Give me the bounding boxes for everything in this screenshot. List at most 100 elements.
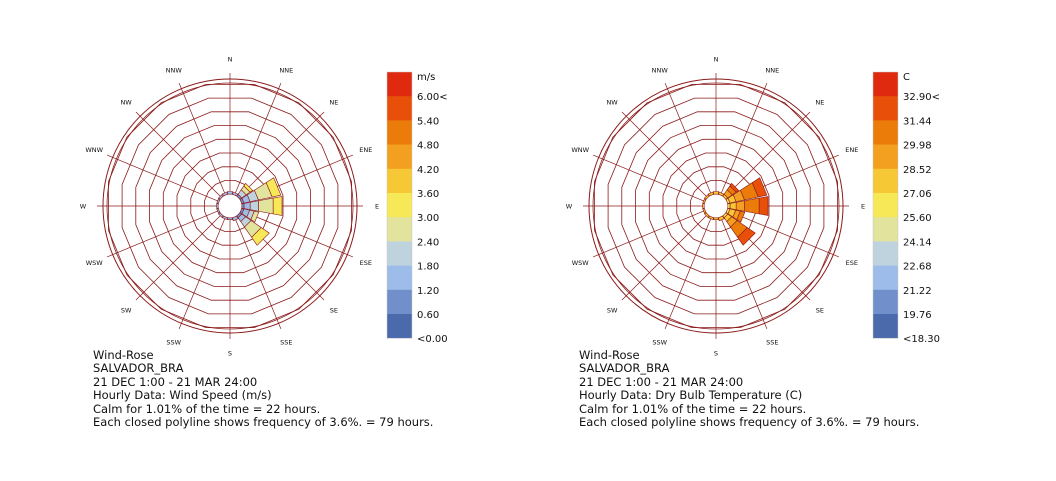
spoke-ne <box>724 111 811 198</box>
legend-swatch <box>387 144 412 170</box>
frequency-ring <box>149 125 311 287</box>
bar-segment-e <box>243 201 251 211</box>
direction-label-wsw: WSW <box>572 259 590 267</box>
spoke-nne <box>234 82 282 196</box>
direction-label-s: S <box>228 350 232 358</box>
legend-label: <0.00 <box>417 334 448 345</box>
wind-rose-bars <box>216 177 283 246</box>
legend-label: 25.60 <box>903 213 932 224</box>
spoke-ese <box>726 210 840 258</box>
bar-segment-e <box>735 200 745 212</box>
bar-segment-e <box>758 196 769 216</box>
bar-segment-wnw <box>702 198 707 204</box>
frequency-ring <box>593 84 839 329</box>
legend-swatch <box>873 314 898 339</box>
direction-label-ene: ENE <box>845 146 858 154</box>
caption-line: Wind-Rose <box>579 348 640 362</box>
bar-segment-sw <box>218 212 224 218</box>
direction-label-sse: SSE <box>766 338 778 346</box>
legend-swatch <box>387 289 412 315</box>
direction-label-n: N <box>228 56 233 64</box>
bar-segment-e <box>249 200 259 212</box>
spoke-wsw <box>592 210 706 258</box>
spoke-ese <box>240 210 354 258</box>
bar-segment-se <box>737 227 756 246</box>
direction-label-ne: NE <box>815 99 824 107</box>
legend-swatch <box>387 168 412 194</box>
direction-label-e: E <box>375 203 379 211</box>
direction-label-ne: NE <box>329 99 338 107</box>
bar-segment-ese <box>736 210 746 223</box>
direction-label-wnw: WNW <box>571 146 589 154</box>
direction-label-nnw: NNW <box>652 67 669 75</box>
caption-line: Each closed polyline shows frequency of … <box>93 414 434 429</box>
legend-swatch <box>387 72 412 97</box>
direction-spokes: N NNE NE ENE E ESE SE SSE S SSW SW WSW W WNW NW NNW <box>566 56 865 358</box>
legend-label: 27.06 <box>903 189 932 200</box>
direction-label-nnw: NNW <box>166 67 183 75</box>
direction-label-nw: NW <box>120 99 132 107</box>
spoke-sw <box>621 214 708 301</box>
frequency-ring <box>162 138 298 274</box>
bar-segment-ssw <box>707 215 714 221</box>
bar-segment-nne <box>232 191 239 197</box>
frequency-ring <box>135 111 325 301</box>
bar-segment-e <box>258 197 274 215</box>
legend-swatch <box>387 265 412 291</box>
bar-segment-se <box>251 227 270 246</box>
legend-swatch <box>873 96 898 121</box>
caption-dry-bulb: Wind-Rose SALVADOR_BRA 21 DEC 1:00 - 21 … <box>579 348 919 429</box>
wind-rose-chart-wind-speed: N NNE NE ENE E ESE SE SSE S SSW SW WSW W WNW NW NNW m/s 6… <box>80 56 448 358</box>
legend-swatch <box>387 314 412 339</box>
legend-swatch <box>387 193 412 218</box>
direction-label-ssw: SSW <box>652 338 667 346</box>
direction-label-se: SE <box>330 306 338 314</box>
bar-segment-nnw <box>707 191 714 197</box>
spoke-nnw <box>664 82 712 196</box>
bar-segment-s <box>227 217 233 220</box>
wind-rose-panel-wind-speed: N NNE NE ENE E ESE SE SSE S SSW SW WSW W WNW NW NNW m/s 6… <box>80 0 583 481</box>
direction-label-ese: ESE <box>846 259 858 267</box>
bar-segment-ene <box>751 177 768 198</box>
direction-label-w: W <box>80 203 87 211</box>
frequency-ring <box>662 152 770 260</box>
legend-label: 0.60 <box>417 310 439 321</box>
direction-label-s: S <box>714 350 718 358</box>
bar-segment-wnw <box>216 198 221 204</box>
caption-line: Calm for 1.01% of the time = 22 hours. <box>579 401 807 416</box>
frequency-ring <box>607 97 825 315</box>
legend-swatch <box>387 96 412 121</box>
direction-label-ese: ESE <box>360 259 372 267</box>
bar-segment-sse <box>232 215 239 222</box>
legend-swatch <box>873 217 898 242</box>
wind-rose-bars <box>702 177 769 246</box>
legend-label: 5.40 <box>417 116 439 127</box>
direction-label-nne: NNE <box>279 67 293 75</box>
bar-segment-ese <box>250 210 260 223</box>
legend-label: 22.68 <box>903 262 932 273</box>
legend-label: 3.60 <box>417 189 439 200</box>
bar-segment-n <box>712 191 720 195</box>
bar-segment-sse <box>718 215 725 222</box>
frequency-ring <box>121 97 339 315</box>
spoke-sse <box>720 216 768 330</box>
direction-label-n: N <box>714 56 719 64</box>
frequency-ring <box>107 84 353 329</box>
legend-unit: C <box>903 72 910 83</box>
legend-label: 3.00 <box>417 213 439 224</box>
direction-label-ene: ENE <box>359 146 372 154</box>
spoke-nw <box>621 111 708 198</box>
spoke-nne <box>720 82 768 196</box>
bar-segment-nne <box>718 191 725 197</box>
legend-label: <18.30 <box>903 334 940 345</box>
bar-segment-s <box>713 217 719 220</box>
frequency-ring <box>635 125 797 287</box>
bar-segment-wsw <box>216 208 221 214</box>
caption-line: SALVADOR_BRA <box>93 361 184 376</box>
bar-segment-nw <box>704 194 710 200</box>
direction-label-nw: NW <box>606 99 618 107</box>
bar-segment-sw <box>704 212 710 218</box>
bar-segment-w <box>216 203 219 209</box>
bar-segment-e <box>727 203 731 209</box>
direction-label-wsw: WSW <box>86 259 104 267</box>
